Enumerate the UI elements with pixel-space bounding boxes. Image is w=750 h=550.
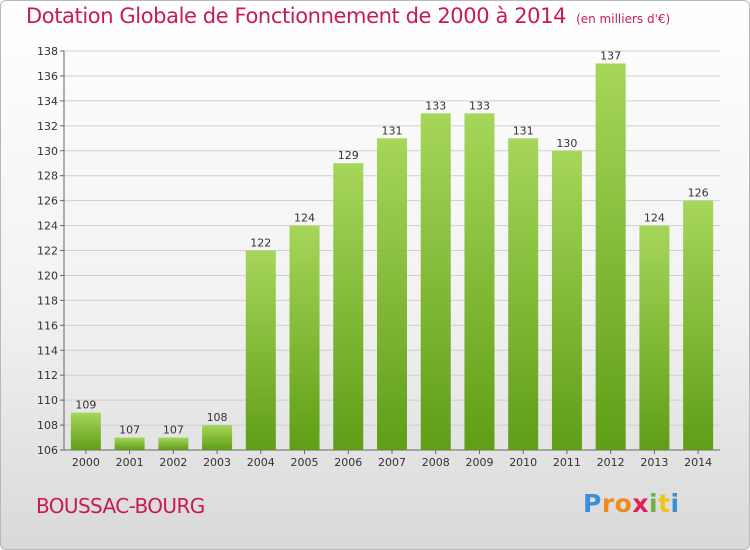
- bar-value-label: 124: [294, 212, 315, 225]
- x-tick-label: 2012: [597, 456, 625, 469]
- bar-value-label: 124: [644, 212, 665, 225]
- x-tick-label: 2010: [509, 456, 537, 469]
- logo-letter: x: [632, 489, 649, 518]
- y-tick-label: 132: [37, 120, 58, 133]
- bar: [333, 163, 364, 450]
- y-tick-label: 114: [37, 344, 58, 357]
- x-tick-label: 2004: [247, 456, 275, 469]
- bar: [420, 113, 451, 450]
- proxiti-logo: Proxiti: [583, 489, 680, 518]
- logo-letter: r: [601, 489, 615, 518]
- y-tick-label: 124: [37, 220, 58, 233]
- bar-value-label: 130: [556, 137, 577, 150]
- chart-title-text: Dotation Globale de Fonctionnement de 20…: [26, 4, 567, 28]
- bar: [508, 138, 539, 450]
- bar: [595, 63, 626, 450]
- bar-value-label: 108: [207, 411, 228, 424]
- bar: [289, 225, 320, 450]
- bar: [158, 437, 189, 450]
- logo-letter: t: [658, 489, 671, 518]
- x-tick-label: 2002: [159, 456, 187, 469]
- bar-value-label: 126: [688, 187, 709, 200]
- logo-letter: P: [583, 489, 602, 518]
- x-tick-label: 2007: [378, 456, 406, 469]
- bar-value-label: 122: [250, 237, 271, 250]
- logo-letter: o: [614, 489, 633, 518]
- bar-value-label: 107: [163, 424, 184, 437]
- x-tick-label: 2014: [684, 456, 712, 469]
- bar-value-label: 133: [425, 99, 446, 112]
- x-tick-label: 2003: [203, 456, 231, 469]
- x-tick-label: 2001: [116, 456, 144, 469]
- x-tick-label: 2013: [640, 456, 668, 469]
- bar: [70, 412, 101, 450]
- bar: [245, 250, 276, 450]
- chart-unit: (en milliers d'€): [576, 12, 671, 26]
- bar-value-label: 133: [469, 99, 490, 112]
- bar: [377, 138, 407, 450]
- y-tick-label: 130: [37, 145, 58, 158]
- y-tick-label: 134: [37, 95, 58, 108]
- x-tick-label: 2009: [465, 456, 493, 469]
- y-tick-label: 128: [37, 170, 58, 183]
- bar-value-label: 109: [75, 399, 96, 412]
- labels: 106 108 110 112 114 116 118 120 122 124 126 128 130 1…: [37, 45, 712, 469]
- logo-letter: i: [670, 489, 680, 518]
- y-tick-label: 106: [37, 444, 58, 457]
- bar-value-label: 129: [338, 149, 359, 162]
- y-tick-label: 112: [37, 369, 58, 382]
- bar-value-label: 137: [600, 49, 621, 62]
- bar-value-label: 107: [119, 424, 140, 437]
- x-tick-label: 2005: [291, 456, 319, 469]
- x-tick-label: 2008: [422, 456, 450, 469]
- bars: [70, 63, 714, 450]
- y-tick-label: 136: [37, 70, 58, 83]
- y-tick-label: 126: [37, 195, 58, 208]
- bar: [551, 150, 582, 450]
- bar-value-label: 131: [382, 124, 403, 137]
- bar: [683, 200, 714, 450]
- bar: [639, 225, 670, 450]
- commune-name: BOUSSAC-BOURG: [36, 494, 205, 518]
- chart-title: Dotation Globale de Fonctionnement de 20…: [26, 4, 670, 28]
- x-tick-label: 2006: [334, 456, 362, 469]
- x-tick-label: 2000: [72, 456, 100, 469]
- y-tick-label: 138: [37, 45, 58, 58]
- bar: [464, 113, 495, 450]
- y-tick-label: 110: [37, 394, 58, 407]
- bar-value-label: 131: [513, 124, 534, 137]
- y-tick-label: 120: [37, 269, 58, 282]
- logo-letter: i: [649, 489, 659, 518]
- y-tick-label: 108: [37, 419, 58, 432]
- y-tick-label: 118: [37, 294, 58, 307]
- y-tick-label: 116: [37, 319, 58, 332]
- bar: [114, 437, 145, 450]
- x-tick-label: 2011: [553, 456, 581, 469]
- y-tick-label: 122: [37, 245, 58, 258]
- bar: [202, 425, 233, 450]
